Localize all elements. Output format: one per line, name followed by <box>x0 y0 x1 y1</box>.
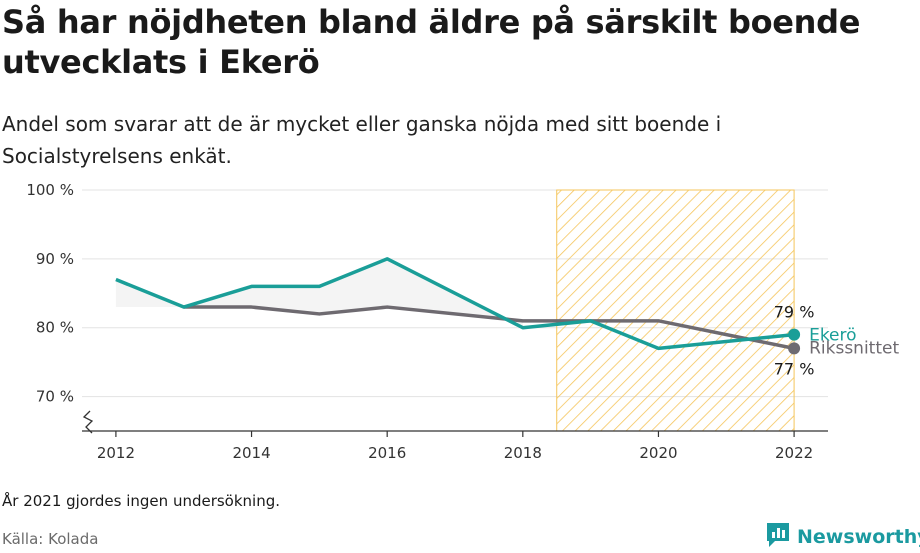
bar-chart-logo-icon <box>765 521 791 553</box>
brand-logo[interactable]: Newsworthy <box>765 521 920 553</box>
chart-subtitle: Andel som svarar att de är mycket eller … <box>2 112 722 168</box>
axes: 70 % 80 % 90 % 100 % 2012 2014 2016 2018 2020 202… <box>26 181 828 462</box>
end-marker-rikssnittet <box>788 342 801 355</box>
axis-break-icon <box>82 410 94 434</box>
series-line-ekero <box>115 257 795 351</box>
x-tick-label: 2012 <box>97 444 135 462</box>
chart-title: Så har nöjdheten bland äldre på särskilt… <box>2 3 861 81</box>
y-tick-label: 80 % <box>36 319 74 337</box>
y-tick-label: 100 % <box>26 181 74 199</box>
y-tick-label: 90 % <box>36 250 74 268</box>
highlight-region <box>556 189 795 432</box>
series-line-rikssnittet <box>183 305 795 351</box>
line-chart: 70 % 80 % 90 % 100 % 2012 2014 2016 2018 2020 202… <box>26 181 900 462</box>
value-label-ekero: 79 % <box>774 303 815 322</box>
x-tick-label: 2014 <box>232 444 270 462</box>
series-lines <box>115 257 801 355</box>
difference-area <box>115 258 523 328</box>
brand-name: Newsworthy <box>797 526 920 548</box>
source-text: Källa: Kolada <box>2 530 99 548</box>
x-tick-label: 2020 <box>639 444 677 462</box>
highlight-hatch <box>556 189 795 432</box>
series-label-ekero: Ekerö <box>809 326 856 346</box>
y-tick-label: 70 % <box>36 388 74 406</box>
x-tick-label: 2022 <box>775 444 813 462</box>
value-label-rikssnittet: 77 % <box>774 359 815 378</box>
x-tick-label: 2016 <box>368 444 406 462</box>
difference-fill <box>115 258 523 328</box>
footnote: År 2021 gjordes ingen undersökning. <box>2 492 281 510</box>
x-tick-label: 2018 <box>504 444 542 462</box>
end-marker-ekero <box>788 328 801 341</box>
series-label-rikssnittet: Rikssnittet <box>809 338 899 358</box>
